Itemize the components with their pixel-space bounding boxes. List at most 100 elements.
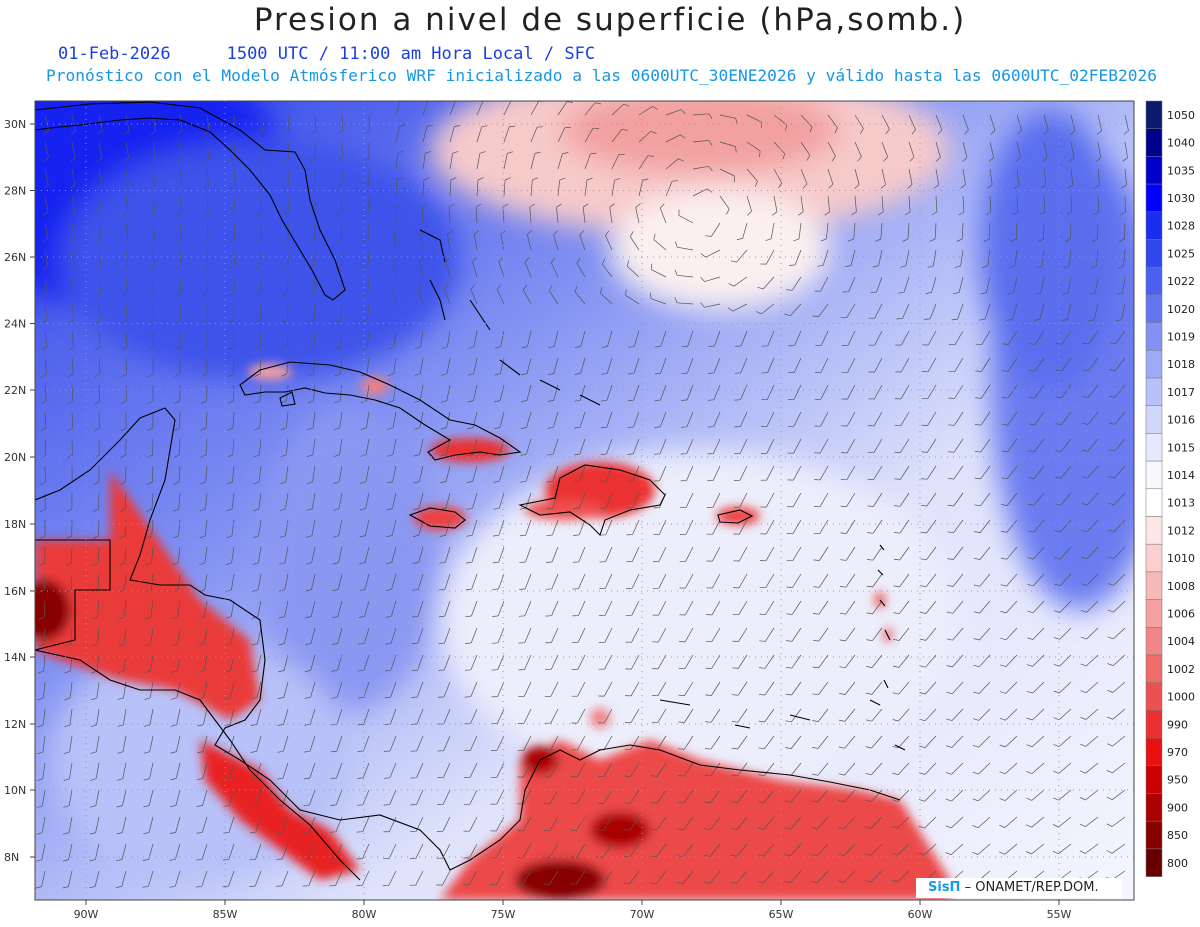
- wind-barb: [680, 492, 694, 509]
- wind-barb: [360, 411, 370, 430]
- wind-barb: [707, 384, 721, 401]
- wind-barb: [302, 870, 316, 887]
- wind-barb: [838, 816, 856, 830]
- wind-barb: [705, 654, 721, 669]
- wind-barb: [625, 600, 640, 616]
- wind-barb: [597, 816, 613, 831]
- wind-barb: [119, 519, 127, 539]
- wind-barb: [363, 114, 370, 135]
- wind-barb: [149, 195, 156, 216]
- wind-barb: [229, 249, 235, 270]
- wind-barb: [1010, 222, 1018, 242]
- wind-barb: [198, 627, 208, 646]
- wind-barb: [227, 411, 235, 431]
- wind-barb: [1081, 438, 1099, 452]
- wind-barb: [866, 546, 883, 561]
- wind-barb: [1000, 627, 1018, 641]
- wind-barb: [974, 492, 991, 507]
- wind-barb: [945, 762, 964, 775]
- wind-barb: [786, 546, 802, 562]
- wind-barb: [547, 411, 559, 429]
- wind-barb: [395, 101, 401, 116]
- wind-barb: [1096, 114, 1103, 135]
- wind-barb: [707, 411, 721, 428]
- wind-barb: [650, 870, 667, 885]
- wind-barb: [1055, 330, 1072, 345]
- wind-barb: [735, 330, 748, 347]
- wind-barb: [447, 230, 453, 251]
- wind-barb: [908, 114, 916, 135]
- wind-barb: [624, 762, 640, 777]
- wind-barb: [1108, 438, 1126, 452]
- wind-barb: [304, 708, 316, 726]
- wind-barb: [490, 816, 505, 832]
- wind-barb: [811, 816, 829, 830]
- wind-barb: [1107, 573, 1126, 586]
- model-description: Pronóstico con el Modelo Atmósferico WRF…: [46, 66, 1158, 85]
- wind-barb: [951, 303, 964, 321]
- wind-barb: [335, 222, 343, 242]
- wind-barb: [283, 114, 290, 135]
- wind-barb: [704, 762, 721, 777]
- wind-barb: [974, 465, 991, 480]
- wind-barb: [854, 114, 864, 134]
- wind-barb: [42, 249, 48, 270]
- wind-barb: [305, 627, 316, 646]
- wind-barb: [625, 289, 640, 305]
- wind-barb: [731, 789, 748, 804]
- wind-barb: [865, 762, 883, 776]
- wind-barb: [746, 141, 761, 158]
- wind-barb: [463, 816, 478, 832]
- wind-barb: [1063, 249, 1072, 269]
- wind-barb: [41, 303, 48, 324]
- wind-barb: [638, 130, 657, 143]
- wind-barb: [546, 492, 559, 510]
- wind-barb: [573, 492, 586, 509]
- wind-barb: [626, 260, 640, 278]
- wind-barb: [734, 438, 748, 455]
- wind-barb: [1081, 465, 1099, 479]
- wind-barb: [303, 762, 316, 780]
- wind-barb: [761, 330, 775, 347]
- wind-barb: [623, 843, 640, 858]
- wind-barb: [491, 681, 505, 698]
- wind-barb: [464, 735, 478, 752]
- wind-barb: [1081, 546, 1099, 560]
- wind-barb: [422, 150, 432, 170]
- wind-barb: [117, 654, 127, 674]
- lat-label: 30N: [4, 118, 26, 131]
- wind-barb: [201, 357, 208, 377]
- colorbar-swatch: [1145, 128, 1163, 157]
- wind-barb: [386, 465, 397, 484]
- wind-barb: [918, 843, 937, 856]
- wind-barb: [611, 103, 630, 116]
- wind-barb: [947, 492, 964, 507]
- wind-barb: [838, 708, 856, 722]
- wind-barb: [306, 438, 316, 458]
- wind-barb: [854, 141, 862, 162]
- wind-barb: [653, 519, 667, 536]
- colorbar-swatch: [1145, 100, 1163, 129]
- wind-barb: [255, 303, 262, 323]
- wind-barb: [410, 762, 424, 779]
- wind-barb: [517, 735, 532, 751]
- wind-barb: [1109, 384, 1126, 398]
- wind-barb: [519, 546, 532, 564]
- colorbar-label: 1008: [1167, 580, 1195, 593]
- wind-barb: [144, 627, 154, 647]
- coastlines: [35, 101, 1134, 900]
- wind-barb: [1082, 411, 1099, 425]
- wind-barb: [761, 411, 775, 427]
- wind-barb: [282, 195, 289, 216]
- wind-barb: [626, 492, 640, 509]
- wind-barb: [946, 627, 964, 641]
- wind-barb: [251, 681, 262, 700]
- wind-barb: [624, 708, 640, 724]
- colorbar-swatch: [1145, 405, 1163, 434]
- wind-barb: [67, 411, 74, 432]
- wind-barb: [68, 276, 75, 297]
- wind-barb: [733, 492, 748, 508]
- wind-barb: [437, 789, 451, 805]
- wind-barb: [812, 600, 829, 615]
- wind-barb: [758, 762, 775, 777]
